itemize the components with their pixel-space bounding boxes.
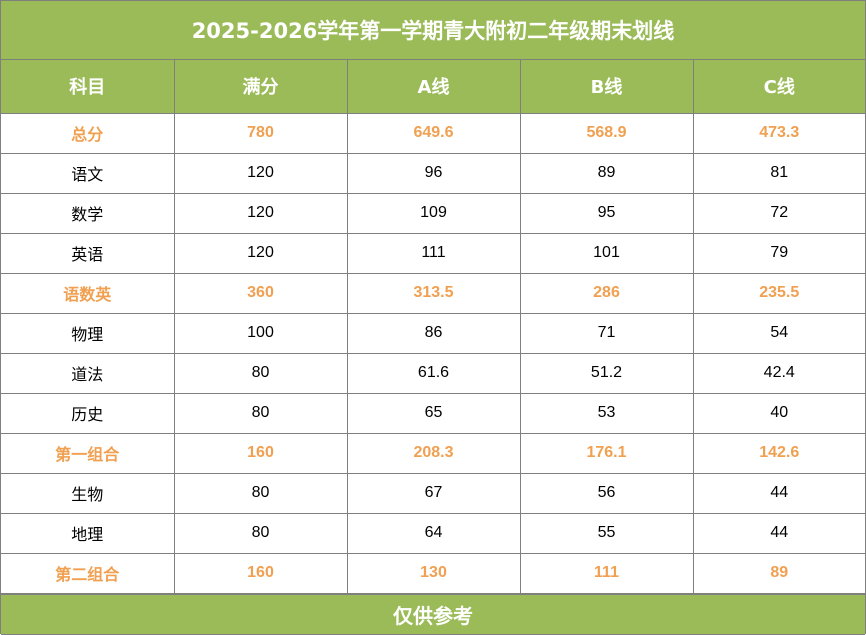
cell-a-line: 65 [346, 392, 521, 434]
cell-b-line: 55 [519, 512, 694, 554]
table-title: 2025-2026学年第一学期青大附初二年级期末划线 [1, 0, 865, 60]
cell-a-line: 130 [346, 552, 521, 594]
table-row: 语数英 360 313.5 286 235.5 [1, 272, 865, 314]
cell-b-line: 71 [519, 312, 694, 354]
cell-subject: 英语 [1, 232, 175, 274]
cell-full-score: 160 [173, 432, 348, 474]
table-row: 第二组合 160 130 111 89 [1, 552, 865, 594]
cell-full-score: 160 [173, 552, 348, 594]
cell-subject: 语文 [1, 152, 175, 194]
cell-b-line: 53 [519, 392, 694, 434]
footer-note: 仅供参考 [1, 593, 865, 635]
cell-a-line: 649.6 [346, 112, 521, 154]
cell-c-line: 81 [692, 152, 865, 194]
cell-subject: 生物 [1, 472, 175, 514]
cell-a-line: 67 [346, 472, 521, 514]
cell-full-score: 120 [173, 192, 348, 234]
cell-c-line: 473.3 [692, 112, 865, 154]
cell-a-line: 111 [346, 232, 521, 274]
cell-a-line: 61.6 [346, 352, 521, 394]
cell-full-score: 780 [173, 112, 348, 154]
cell-a-line: 313.5 [346, 272, 521, 314]
cell-subject: 第二组合 [1, 552, 175, 594]
cell-full-score: 360 [173, 272, 348, 314]
cell-subject: 总分 [1, 112, 175, 154]
cell-subject: 道法 [1, 352, 175, 394]
cell-full-score: 80 [173, 352, 348, 394]
header-row: 科目 满分 A线 B线 C线 [1, 60, 865, 114]
cell-b-line: 111 [519, 552, 694, 594]
header-full-score: 满分 [173, 60, 348, 114]
cell-b-line: 51.2 [519, 352, 694, 394]
header-b-line: B线 [519, 60, 694, 114]
cell-full-score: 120 [173, 232, 348, 274]
cell-b-line: 568.9 [519, 112, 694, 154]
cell-subject: 语数英 [1, 272, 175, 314]
table-row: 英语 120 111 101 79 [1, 232, 865, 274]
cell-c-line: 79 [692, 232, 865, 274]
cell-b-line: 89 [519, 152, 694, 194]
cell-full-score: 80 [173, 512, 348, 554]
table-row: 第一组合 160 208.3 176.1 142.6 [1, 432, 865, 474]
cell-c-line: 44 [692, 512, 865, 554]
table-row: 历史 80 65 53 40 [1, 392, 865, 434]
cell-c-line: 72 [692, 192, 865, 234]
table-row: 总分 780 649.6 568.9 473.3 [1, 112, 865, 154]
header-c-line: C线 [692, 60, 865, 114]
cell-c-line: 44 [692, 472, 865, 514]
cell-subject: 历史 [1, 392, 175, 434]
cell-c-line: 142.6 [692, 432, 865, 474]
table-row: 生物 80 67 56 44 [1, 472, 865, 514]
cell-full-score: 80 [173, 472, 348, 514]
cell-b-line: 56 [519, 472, 694, 514]
cell-a-line: 96 [346, 152, 521, 194]
table-row: 数学 120 109 95 72 [1, 192, 865, 234]
cell-a-line: 208.3 [346, 432, 521, 474]
cell-c-line: 42.4 [692, 352, 865, 394]
cell-subject: 第一组合 [1, 432, 175, 474]
cell-c-line: 54 [692, 312, 865, 354]
cell-a-line: 109 [346, 192, 521, 234]
cell-subject: 物理 [1, 312, 175, 354]
cell-subject: 地理 [1, 512, 175, 554]
cell-b-line: 286 [519, 272, 694, 314]
cell-b-line: 95 [519, 192, 694, 234]
table-body: 总分 780 649.6 568.9 473.3 语文 120 96 89 81… [1, 112, 865, 594]
table-row: 语文 120 96 89 81 [1, 152, 865, 194]
cell-subject: 数学 [1, 192, 175, 234]
cell-full-score: 100 [173, 312, 348, 354]
cell-c-line: 40 [692, 392, 865, 434]
cell-full-score: 120 [173, 152, 348, 194]
table-row: 物理 100 86 71 54 [1, 312, 865, 354]
cell-a-line: 64 [346, 512, 521, 554]
score-line-table: 科目 满分 A线 B线 C线 总分 780 649.6 568.9 473.3 … [1, 60, 865, 594]
cell-full-score: 80 [173, 392, 348, 434]
cell-c-line: 235.5 [692, 272, 865, 314]
cell-a-line: 86 [346, 312, 521, 354]
header-subject: 科目 [1, 60, 175, 114]
table-row: 地理 80 64 55 44 [1, 512, 865, 554]
table-row: 道法 80 61.6 51.2 42.4 [1, 352, 865, 394]
cell-b-line: 176.1 [519, 432, 694, 474]
cell-b-line: 101 [519, 232, 694, 274]
header-a-line: A线 [346, 60, 521, 114]
cell-c-line: 89 [692, 552, 865, 594]
